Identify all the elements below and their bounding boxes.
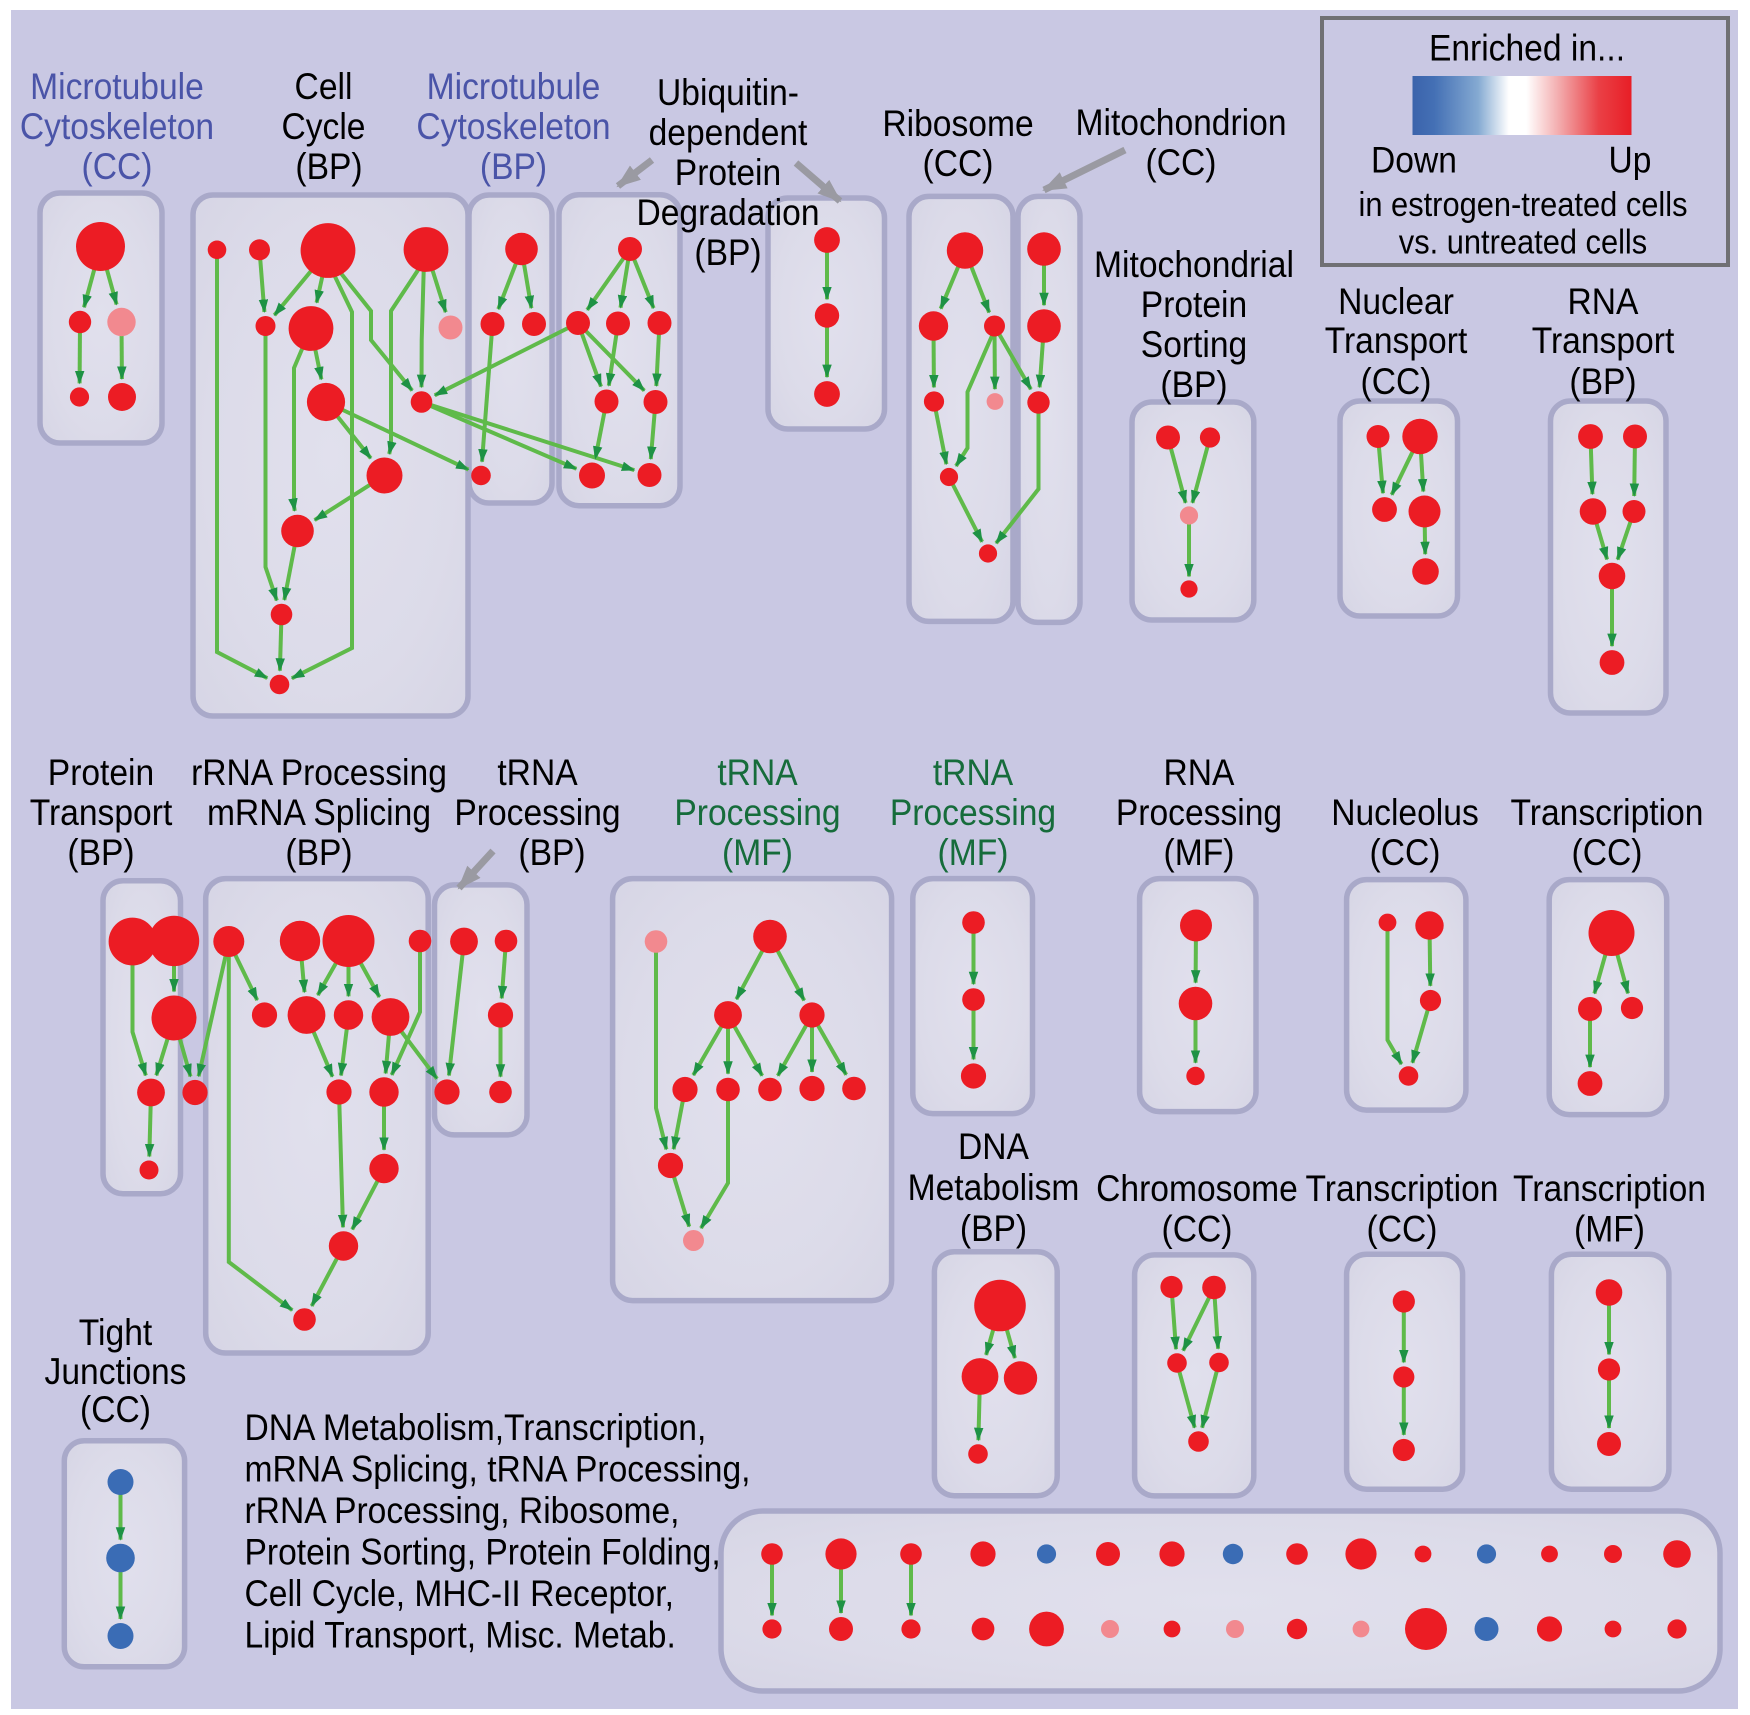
svg-text:(CC): (CC)	[923, 143, 994, 184]
svg-text:(BP): (BP)	[960, 1208, 1027, 1249]
svg-text:Nucleolus: Nucleolus	[1331, 792, 1479, 833]
svg-text:(CC): (CC)	[1367, 1209, 1438, 1250]
svg-text:Ubiquitin-: Ubiquitin-	[657, 72, 799, 113]
svg-text:Mitochondrion: Mitochondrion	[1076, 102, 1287, 143]
svg-text:Sorting: Sorting	[1141, 324, 1247, 365]
svg-text:Transport: Transport	[1325, 320, 1468, 361]
svg-text:mRNA Splicing: mRNA Splicing	[207, 792, 431, 833]
svg-text:Processing: Processing	[674, 792, 840, 833]
svg-text:tRNA: tRNA	[717, 752, 798, 793]
svg-text:DNA Metabolism,Transcription,: DNA Metabolism,Transcription,	[245, 1407, 707, 1448]
svg-text:Transcription: Transcription	[1306, 1168, 1499, 1209]
svg-text:(BP): (BP)	[285, 832, 352, 873]
svg-text:Transcription: Transcription	[1511, 792, 1704, 833]
svg-text:(BP): (BP)	[67, 832, 134, 873]
svg-text:Cytoskeleton: Cytoskeleton	[416, 106, 610, 147]
svg-text:Protein: Protein	[1141, 284, 1247, 325]
svg-text:(BP): (BP)	[694, 232, 761, 273]
svg-text:Microtubule: Microtubule	[30, 66, 204, 107]
svg-text:Lipid Transport, Misc. Metab.: Lipid Transport, Misc. Metab.	[245, 1615, 676, 1656]
svg-text:(CC): (CC)	[1370, 832, 1441, 873]
svg-text:Transport: Transport	[1532, 320, 1675, 361]
svg-text:(CC): (CC)	[82, 146, 153, 187]
svg-text:RNA: RNA	[1164, 752, 1235, 793]
svg-text:Protein Sorting, Protein Foldi: Protein Sorting, Protein Folding,	[245, 1532, 721, 1573]
svg-text:Up: Up	[1609, 139, 1652, 180]
svg-text:tRNA: tRNA	[933, 752, 1014, 793]
svg-text:Transcription: Transcription	[1513, 1168, 1706, 1209]
svg-text:Mitochondrial: Mitochondrial	[1094, 244, 1294, 285]
svg-text:Cell Cycle, MHC-II Receptor,: Cell Cycle, MHC-II Receptor,	[245, 1573, 674, 1614]
svg-text:Protein: Protein	[48, 752, 154, 793]
svg-text:Transport: Transport	[30, 792, 173, 833]
svg-text:(CC): (CC)	[1361, 361, 1432, 402]
svg-text:mRNA Splicing, tRNA Processing: mRNA Splicing, tRNA Processing,	[245, 1449, 751, 1490]
svg-text:vs. untreated cells: vs. untreated cells	[1399, 223, 1647, 261]
svg-text:Protein: Protein	[675, 152, 781, 193]
svg-text:(MF): (MF)	[722, 832, 793, 873]
svg-text:(CC): (CC)	[1146, 142, 1217, 183]
svg-text:(BP): (BP)	[1569, 361, 1636, 402]
svg-text:(MF): (MF)	[1574, 1209, 1645, 1250]
svg-text:rRNA Processing: rRNA Processing	[191, 752, 447, 793]
svg-text:Tight: Tight	[79, 1312, 153, 1353]
svg-text:Processing: Processing	[1116, 792, 1282, 833]
svg-text:rRNA Processing, Ribosome,: rRNA Processing, Ribosome,	[245, 1490, 680, 1531]
svg-text:dependent: dependent	[649, 112, 808, 153]
svg-text:(CC): (CC)	[1162, 1209, 1233, 1250]
svg-text:Ribosome: Ribosome	[882, 103, 1033, 144]
svg-text:(MF): (MF)	[1164, 832, 1235, 873]
svg-text:in estrogen-treated cells: in estrogen-treated cells	[1359, 186, 1688, 224]
svg-text:Processing: Processing	[454, 792, 620, 833]
svg-text:(CC): (CC)	[80, 1389, 151, 1430]
svg-text:Cytoskeleton: Cytoskeleton	[20, 106, 214, 147]
svg-text:Junctions: Junctions	[45, 1351, 187, 1392]
svg-text:Chromosome: Chromosome	[1096, 1168, 1298, 1209]
svg-text:(CC): (CC)	[1572, 832, 1643, 873]
svg-text:RNA: RNA	[1568, 281, 1639, 322]
svg-text:DNA: DNA	[958, 1126, 1029, 1167]
svg-text:(BP): (BP)	[518, 832, 585, 873]
svg-text:Processing: Processing	[890, 792, 1056, 833]
svg-text:(BP): (BP)	[1160, 364, 1227, 405]
svg-text:Degradation: Degradation	[636, 192, 819, 233]
svg-text:(BP): (BP)	[295, 146, 362, 187]
svg-text:Enriched in...: Enriched in...	[1429, 28, 1625, 69]
svg-text:(BP): (BP)	[480, 146, 547, 187]
svg-text:Cell: Cell	[295, 66, 353, 107]
svg-text:tRNA: tRNA	[497, 752, 578, 793]
svg-text:Microtubule: Microtubule	[427, 66, 601, 107]
svg-text:Cycle: Cycle	[282, 106, 366, 147]
svg-text:(MF): (MF)	[938, 832, 1009, 873]
svg-text:Down: Down	[1371, 139, 1457, 180]
svg-text:Nuclear: Nuclear	[1338, 281, 1454, 322]
svg-text:Metabolism: Metabolism	[908, 1167, 1080, 1208]
